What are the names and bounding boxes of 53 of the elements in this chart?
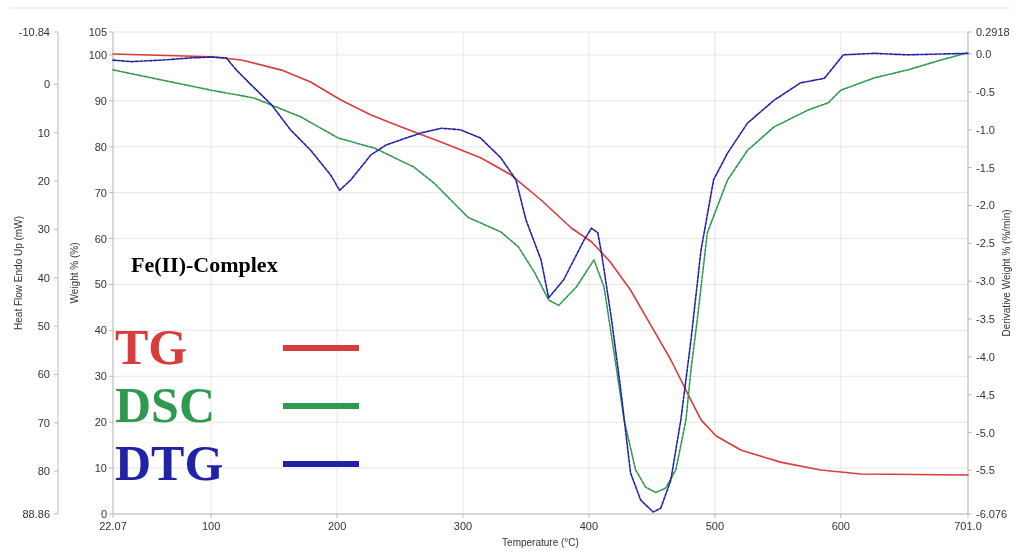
y2-tick-label: -4.5: [976, 388, 995, 401]
y2-tick-label: -4.0: [976, 350, 995, 363]
y-axis-title: Weight % (%): [69, 242, 80, 304]
x-tick-label: 600: [831, 520, 850, 532]
y-tick-label: 105: [88, 26, 107, 38]
y2-tick-label: -3.5: [976, 313, 995, 326]
y-tick-label: 50: [94, 278, 107, 291]
y3-tick-label: 40: [37, 271, 50, 284]
y-tick-label: 100: [88, 48, 107, 61]
y2-tick-label: 0.0: [976, 48, 992, 61]
y3-tick-label: 20: [37, 175, 50, 188]
y3-tick-label: 10: [37, 126, 50, 139]
y-tick-label: 20: [94, 416, 107, 429]
y2-tick-label: -2.5: [976, 237, 995, 250]
y2-tick-label: -1.5: [976, 161, 995, 174]
y3-tick-label: -10.84: [18, 26, 50, 38]
y3-tick-label: 80: [37, 465, 50, 478]
x-axis-title: Temperature (°C): [502, 537, 579, 548]
x-tick-label: 701.0: [954, 520, 982, 532]
y3-axis-title: Heat Flow Endo Up (mW): [13, 216, 24, 330]
x-tick-label: 22.07: [99, 520, 127, 532]
y2-tick-label: 0.2918: [976, 26, 1010, 38]
y-tick-label: 0: [100, 508, 107, 520]
y2-tick-label: -2.0: [976, 199, 995, 212]
x-tick-label: 500: [705, 520, 725, 532]
y3-tick-label: 30: [37, 223, 50, 236]
text: Fe(II)-Complex: [131, 252, 278, 277]
x-tick-label: 100: [201, 520, 221, 532]
y2-tick-label: -5.0: [976, 426, 995, 439]
y3-tick-label: 70: [37, 416, 50, 429]
y-tick-label: 70: [94, 186, 107, 199]
y3-tick-label: 0: [43, 78, 50, 91]
y2-tick-label: -1.0: [976, 123, 995, 136]
y-tick-label: 30: [94, 370, 107, 383]
y-tick-label: 10: [94, 462, 107, 475]
y2-axis-title: Derivative Weight % (%/min): [1001, 209, 1012, 337]
x-tick-label: 400: [579, 520, 599, 532]
y2-tick-label: -6.076: [976, 508, 1008, 520]
y3-tick-label: 60: [37, 368, 50, 381]
x-tick-label: 300: [453, 520, 473, 532]
y2-tick-label: -3.0: [976, 275, 995, 288]
y-tick-label: 60: [94, 232, 107, 245]
y3-tick-label: 88.86: [22, 508, 50, 520]
y-tick-label: 80: [94, 140, 107, 153]
y-tick-label: 90: [94, 94, 107, 107]
legend-label: DTG: [115, 435, 224, 491]
x-tick-label: 200: [327, 520, 347, 532]
y3-tick-label: 50: [37, 320, 50, 333]
y2-tick-label: -5.5: [976, 464, 995, 477]
y2-tick-label: -0.5: [976, 85, 995, 98]
legend-label: DSC: [115, 377, 216, 433]
y-tick-label: 40: [94, 324, 107, 337]
legend-label: TG: [115, 319, 188, 375]
